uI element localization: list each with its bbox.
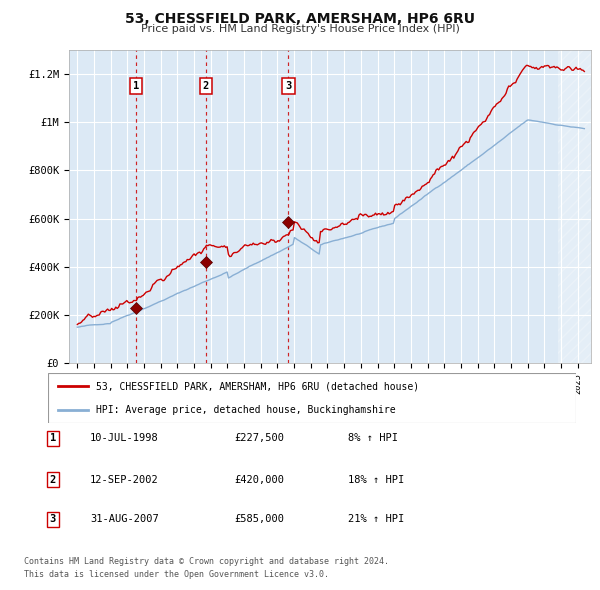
Text: This data is licensed under the Open Government Licence v3.0.: This data is licensed under the Open Gov… [24,571,329,579]
Text: 2: 2 [50,475,56,484]
Text: 1: 1 [133,81,139,91]
Text: 2: 2 [203,81,209,91]
Text: 8% ↑ HPI: 8% ↑ HPI [348,434,398,443]
Text: Contains HM Land Registry data © Crown copyright and database right 2024.: Contains HM Land Registry data © Crown c… [24,558,389,566]
Text: £585,000: £585,000 [234,514,284,524]
Text: 18% ↑ HPI: 18% ↑ HPI [348,475,404,484]
Text: Price paid vs. HM Land Registry's House Price Index (HPI): Price paid vs. HM Land Registry's House … [140,24,460,34]
Text: 21% ↑ HPI: 21% ↑ HPI [348,514,404,524]
Text: 53, CHESSFIELD PARK, AMERSHAM, HP6 6RU (detached house): 53, CHESSFIELD PARK, AMERSHAM, HP6 6RU (… [95,381,419,391]
Text: 53, CHESSFIELD PARK, AMERSHAM, HP6 6RU: 53, CHESSFIELD PARK, AMERSHAM, HP6 6RU [125,12,475,26]
Text: £227,500: £227,500 [234,434,284,443]
Text: 12-SEP-2002: 12-SEP-2002 [90,475,159,484]
Text: £420,000: £420,000 [234,475,284,484]
FancyBboxPatch shape [48,373,576,423]
Text: 10-JUL-1998: 10-JUL-1998 [90,434,159,443]
Text: 3: 3 [50,514,56,524]
Text: 1: 1 [50,434,56,443]
Text: 31-AUG-2007: 31-AUG-2007 [90,514,159,524]
Text: 3: 3 [286,81,292,91]
Text: HPI: Average price, detached house, Buckinghamshire: HPI: Average price, detached house, Buck… [95,405,395,415]
Bar [557,50,591,363]
